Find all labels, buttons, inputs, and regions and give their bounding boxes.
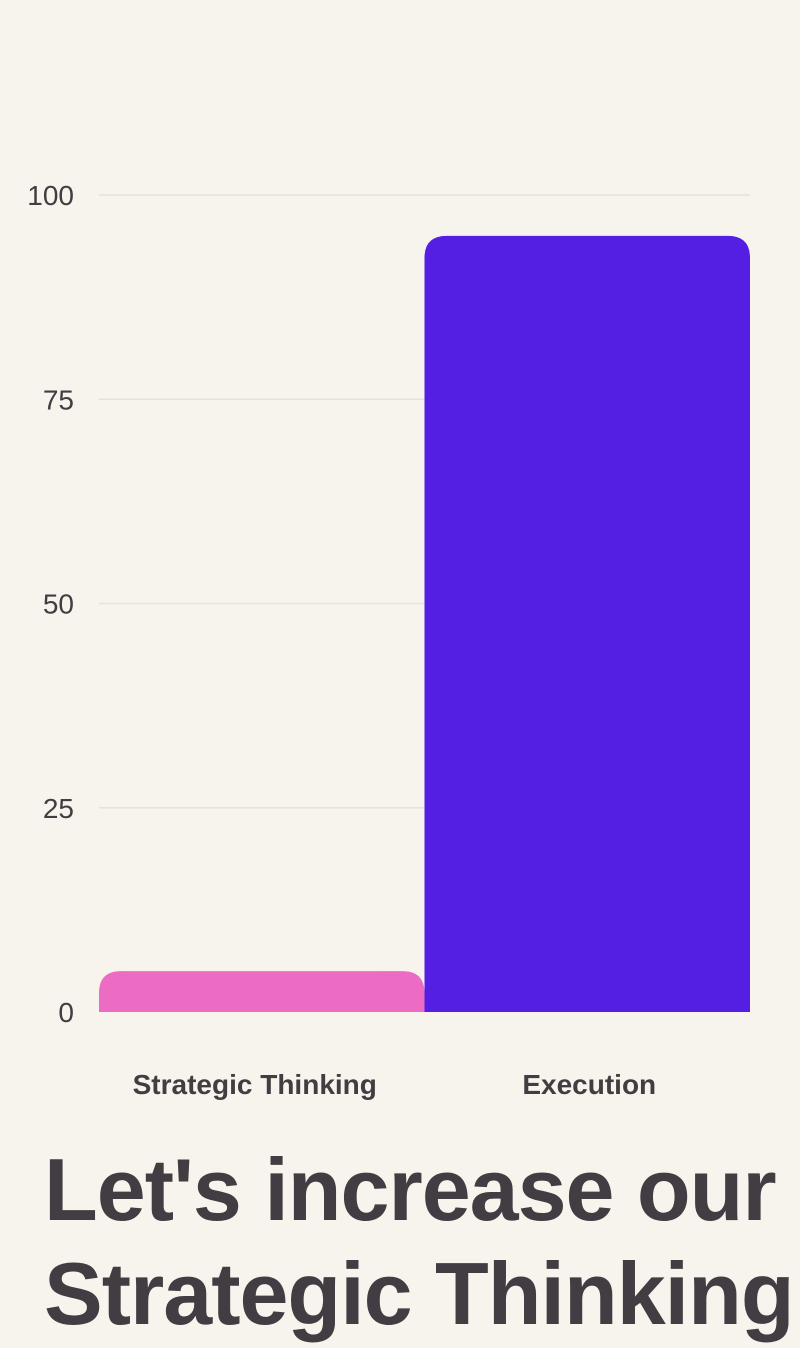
y-tick-label: 25 [43,793,74,824]
bar-chart: 0 25 50 75 100 Strategic Thinking Execution [27,180,750,1100]
x-axis-ticks: Strategic Thinking Execution [133,1069,657,1100]
y-tick-label: 0 [58,997,74,1028]
headline-line-1: Let's increase our [44,1140,777,1239]
x-tick-label: Strategic Thinking [133,1069,377,1100]
headline: Let's increase our Strategic Thinking [44,1138,800,1346]
bars [99,235,750,1013]
y-axis-ticks: 0 25 50 75 100 [27,180,74,1028]
bar-strategic-thinking [99,971,425,1012]
y-tick-label: 75 [43,384,74,415]
bar-execution [424,235,750,1013]
y-tick-label: 100 [27,180,74,211]
x-tick-label: Execution [522,1069,656,1100]
headline-line-2: Strategic Thinking [44,1244,795,1343]
y-tick-label: 50 [43,589,74,620]
